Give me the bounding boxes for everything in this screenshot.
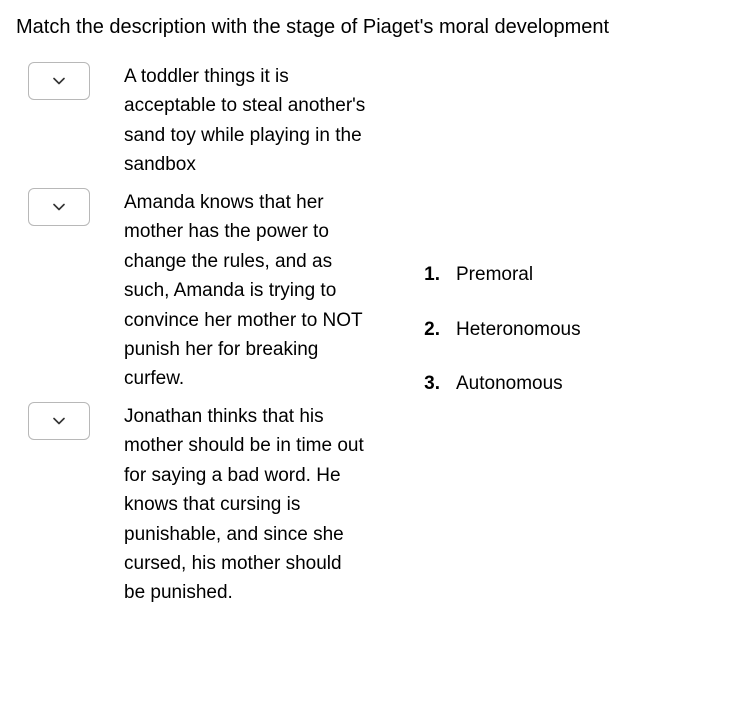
description-text: A toddler things it is acceptable to ste… <box>96 62 366 180</box>
description-text: Jonathan thinks that his mother should b… <box>96 402 366 608</box>
description-text: Amanda knows that her mother has the pow… <box>96 188 366 394</box>
answer-label: Heteronomous <box>444 317 581 344</box>
answers-column: 1. Premoral 2. Heteronomous 3. Autonomou… <box>366 62 581 426</box>
content-row: A toddler things it is acceptable to ste… <box>16 62 736 608</box>
answer-number: 3. <box>416 371 444 398</box>
match-row: A toddler things it is acceptable to ste… <box>16 62 366 180</box>
question-title: Match the description with the stage of … <box>16 14 736 40</box>
answer-dropdown-3[interactable] <box>28 402 90 440</box>
answer-number: 2. <box>416 317 444 344</box>
chevron-down-icon <box>53 75 65 87</box>
answer-label: Autonomous <box>444 371 563 398</box>
answer-dropdown-2[interactable] <box>28 188 90 226</box>
answer-number: 1. <box>416 262 444 289</box>
chevron-down-icon <box>53 415 65 427</box>
answer-option: 3. Autonomous <box>416 371 581 398</box>
chevron-down-icon <box>53 201 65 213</box>
answer-option: 2. Heteronomous <box>416 317 581 344</box>
descriptions-column: A toddler things it is acceptable to ste… <box>16 62 366 608</box>
answer-dropdown-1[interactable] <box>28 62 90 100</box>
match-row: Amanda knows that her mother has the pow… <box>16 188 366 394</box>
match-row: Jonathan thinks that his mother should b… <box>16 402 366 608</box>
answer-option: 1. Premoral <box>416 262 581 289</box>
answer-label: Premoral <box>444 262 533 289</box>
